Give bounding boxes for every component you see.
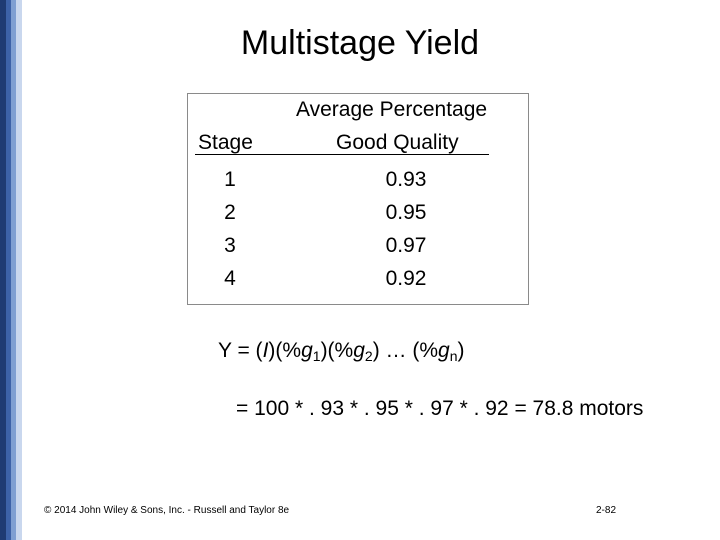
formula-subscript: n	[449, 348, 458, 364]
stage-cell: 2	[224, 201, 236, 224]
slide-title: Multistage Yield	[240, 24, 480, 62]
column-header-good-quality: Good Quality	[336, 131, 459, 154]
header-underline	[195, 154, 489, 155]
quality-cell: 0.97	[385, 234, 427, 257]
formula-part: )(%	[268, 339, 302, 362]
column-header-stage: Stage	[198, 131, 253, 154]
formula-subscript: 1	[312, 348, 321, 364]
copyright-footer: © 2014 John Wiley & Sons, Inc. - Russell…	[44, 505, 290, 516]
formula-suffix: )	[457, 339, 465, 362]
slide-accent-bar	[0, 0, 22, 540]
page-number: 2-82	[596, 505, 617, 516]
yield-calculation: = 100 * . 93 * . 95 * . 97 * . 92 = 78.8…	[236, 397, 644, 420]
stage-cell: 1	[224, 168, 236, 191]
quality-cell: 0.92	[385, 267, 427, 290]
header-line-average-percentage: Average Percentage	[296, 98, 488, 121]
formula-input-symbol: I	[262, 339, 269, 362]
yield-formula: Y = (I)(%g1)(%g2) … (%gn)	[218, 339, 465, 368]
stage-cell: 3	[224, 234, 236, 257]
stage-cell: 4	[224, 267, 236, 290]
formula-part: ) … (%	[372, 339, 439, 362]
yield-table: Average Percentage Stage Good Quality 1 …	[187, 93, 529, 305]
quality-cell: 0.95	[385, 201, 427, 224]
quality-cell: 0.93	[385, 168, 427, 191]
formula-g-symbol: g	[301, 339, 313, 362]
formula-part: )(%	[320, 339, 354, 362]
formula-prefix: Y = (	[218, 339, 263, 362]
formula-subscript: 2	[364, 348, 373, 364]
formula-g-symbol: g	[438, 339, 450, 362]
formula-g-symbol: g	[353, 339, 365, 362]
